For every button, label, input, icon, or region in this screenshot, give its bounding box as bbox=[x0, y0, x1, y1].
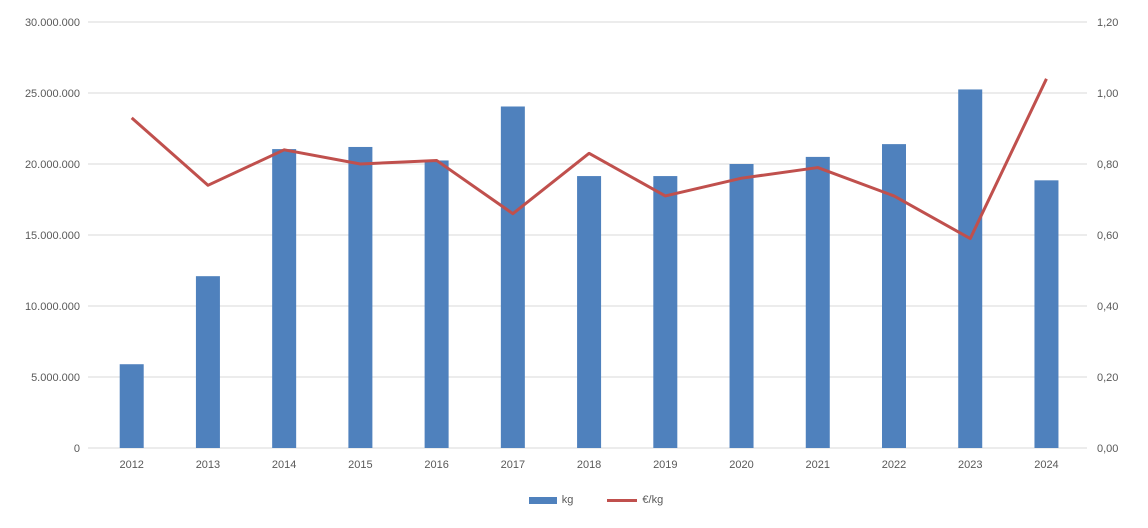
legend-label-kg: kg bbox=[561, 494, 574, 506]
bar-2019[interactable] bbox=[653, 176, 678, 448]
x-axis-label-2016: 2016 bbox=[424, 459, 448, 471]
x-axis-label-2019: 2019 bbox=[653, 459, 677, 471]
bar-2013[interactable] bbox=[195, 276, 220, 448]
x-axis-label-2013: 2013 bbox=[196, 459, 220, 471]
x-axis-label-2018: 2018 bbox=[577, 459, 601, 471]
left-axis-tick-label: 25.000.000 bbox=[25, 88, 80, 100]
right-axis-tick-label: 1,00 bbox=[1097, 88, 1118, 100]
right-axis-tick-label: 0,60 bbox=[1097, 230, 1118, 242]
bar-2014[interactable] bbox=[272, 149, 297, 448]
bar-2017[interactable] bbox=[500, 106, 525, 449]
left-axis-tick-label: 20.000.000 bbox=[25, 159, 80, 171]
bar-2015[interactable] bbox=[348, 146, 373, 448]
right-axis-tick-label: 1,20 bbox=[1097, 17, 1118, 29]
line-swatch-icon bbox=[607, 498, 638, 502]
x-axis-label-2020: 2020 bbox=[729, 459, 753, 471]
x-axis-label-2022: 2022 bbox=[882, 459, 906, 471]
x-axis-label-2015: 2015 bbox=[348, 459, 372, 471]
bar-2022[interactable] bbox=[882, 144, 906, 448]
bar-2016[interactable] bbox=[424, 160, 449, 448]
left-axis-tick-label: 0 bbox=[74, 443, 80, 455]
legend-item-eur-per-kg[interactable]: €/kg bbox=[607, 494, 663, 506]
bar-2021[interactable] bbox=[805, 156, 830, 448]
x-axis-label-2014: 2014 bbox=[272, 459, 296, 471]
left-axis-tick-label: 30.000.000 bbox=[25, 17, 80, 29]
x-axis-label-2023: 2023 bbox=[958, 459, 982, 471]
bar-2023[interactable] bbox=[958, 89, 983, 448]
right-axis-tick-label: 0,20 bbox=[1097, 372, 1118, 384]
legend-item-kg[interactable]: kg bbox=[528, 494, 574, 506]
price-line[interactable] bbox=[130, 78, 1048, 241]
legend-label-eur-per-kg: €/kg bbox=[642, 494, 664, 506]
left-axis-tick-label: 15.000.000 bbox=[25, 230, 80, 242]
bar-2018[interactable] bbox=[577, 176, 602, 448]
left-axis-tick-label: 10.000.000 bbox=[25, 301, 80, 313]
bar-2020[interactable] bbox=[729, 164, 754, 448]
left-axis-tick-label: 5.000.000 bbox=[31, 372, 80, 384]
x-axis-label-2012: 2012 bbox=[119, 459, 143, 471]
bar-2012[interactable] bbox=[119, 364, 144, 448]
right-axis-tick-label: 0,80 bbox=[1097, 159, 1118, 171]
chart-legend: kg €/kg bbox=[22, 494, 1148, 506]
bar-swatch-icon bbox=[528, 496, 557, 504]
x-axis-label-2024: 2024 bbox=[1034, 459, 1058, 471]
bar-2024[interactable] bbox=[1034, 180, 1059, 448]
x-axis-label-2017: 2017 bbox=[501, 459, 525, 471]
right-axis-tick-label: 0,00 bbox=[1097, 443, 1118, 455]
right-axis-tick-label: 0,40 bbox=[1097, 301, 1118, 313]
x-axis-label-2021: 2021 bbox=[806, 459, 830, 471]
